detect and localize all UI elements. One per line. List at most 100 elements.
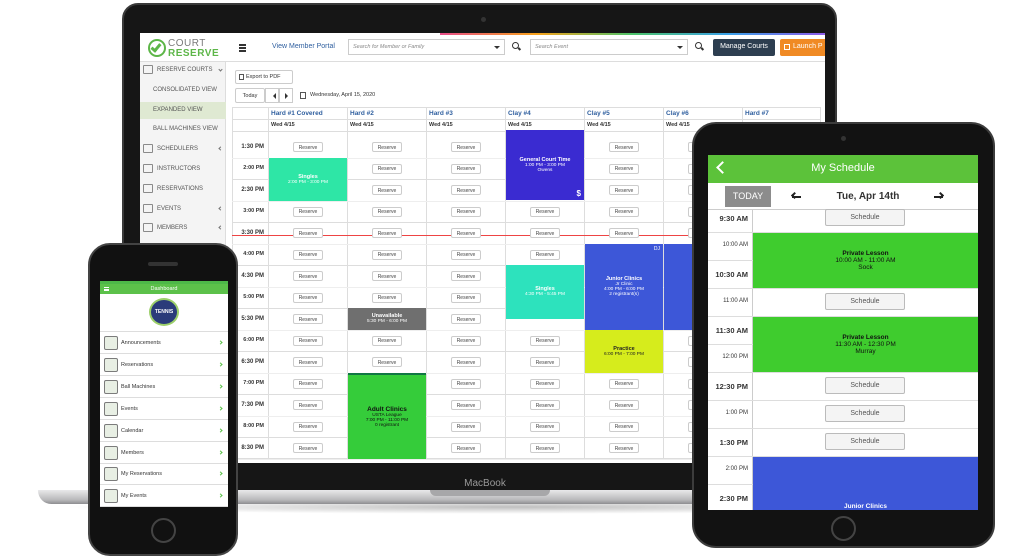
reserve-button[interactable]: Reserve (451, 443, 481, 453)
menu-row[interactable] (100, 463, 228, 486)
menu-row[interactable] (100, 485, 228, 507)
event-block[interactable]: Private Lesson 11:30 AM - 12:30 PM Murray (753, 317, 978, 372)
member-search[interactable]: Search for Member or Family (348, 39, 505, 55)
schedule-button[interactable]: Schedule (825, 433, 905, 450)
reserve-button[interactable]: Reserve (293, 228, 323, 238)
reserve-button[interactable]: Reserve (530, 228, 560, 238)
menu-row[interactable] (100, 442, 228, 464)
reserve-button[interactable]: Reserve (609, 185, 639, 195)
schedule-button[interactable]: Schedule (825, 377, 905, 394)
reserve-button[interactable]: Reserve (372, 335, 402, 346)
reserve-button[interactable]: Reserve (372, 228, 402, 238)
event-block[interactable]: Adult Clinics USTA League 7:00 PM - 11:00 … (348, 372, 426, 459)
today-button[interactable]: Today (235, 88, 265, 103)
reserve-button[interactable]: Reserve (530, 206, 560, 217)
reserve-button[interactable]: Reserve (451, 142, 481, 152)
today-button[interactable]: TODAY (725, 186, 771, 207)
reserve-button[interactable]: Reserve (451, 228, 481, 238)
reserve-button[interactable]: Reserve (372, 142, 402, 152)
menu-icon[interactable] (104, 290, 109, 292)
reserve-button[interactable]: Reserve (293, 443, 323, 453)
event-block[interactable]: General Court Time 1:00 PM - 3:00 PM Owens… (506, 129, 584, 201)
export-button[interactable]: Export to PDF (235, 70, 293, 84)
menu-icon[interactable] (239, 50, 246, 52)
reserve-button[interactable]: Reserve (451, 185, 481, 195)
tablet-home-button[interactable] (831, 516, 856, 541)
menu-icon[interactable] (239, 44, 246, 46)
reserve-button[interactable]: Reserve (451, 292, 481, 303)
reserve-button[interactable]: Reserve (530, 335, 560, 346)
schedule-button[interactable]: Schedule (825, 405, 905, 422)
reserve-button[interactable]: Reserve (372, 357, 402, 367)
event-block[interactable]: Private Lesson 10:00 AM - 11:00 AM Sock (753, 233, 978, 288)
reserve-button[interactable]: Reserve (293, 314, 323, 324)
reserve-button[interactable]: Reserve (451, 314, 481, 324)
reserve-button[interactable]: Reserve (451, 378, 481, 389)
event-block[interactable]: Singles 2:00 PM - 3:00 PM (269, 157, 347, 201)
reserve-button[interactable]: Reserve (530, 421, 560, 432)
event-block[interactable]: Junior Clinics Jr Clinic 4:00 PM - 6:00 PM… (585, 243, 663, 330)
menu-row[interactable] (100, 354, 228, 376)
menu-row[interactable] (100, 420, 228, 442)
reserve-button[interactable]: Reserve (293, 400, 323, 410)
manage-courts-button[interactable]: Manage Courts (713, 39, 775, 56)
search-icon[interactable] (512, 42, 519, 49)
menu-icon[interactable] (104, 287, 109, 288)
reserve-button[interactable]: Reserve (293, 206, 323, 217)
menu-row[interactable] (100, 398, 228, 420)
reserve-button[interactable]: Reserve (451, 400, 481, 410)
event-block[interactable]: Junior Clinics (753, 457, 978, 510)
reserve-button[interactable]: Reserve (609, 163, 639, 174)
reserve-button[interactable]: Reserve (609, 421, 639, 432)
reserve-button[interactable]: Reserve (293, 292, 323, 303)
reserve-button[interactable]: Reserve (293, 142, 323, 152)
menu-icon[interactable] (239, 47, 246, 49)
menu-row[interactable] (100, 332, 228, 354)
search-icon[interactable] (695, 42, 702, 49)
nav-arrow-button[interactable] (279, 88, 293, 103)
event-search[interactable]: Search Event (530, 39, 688, 55)
event-block[interactable]: Unavailable 5:30 PM - 6:00 PM (348, 308, 426, 330)
reserve-button[interactable]: Reserve (293, 357, 323, 367)
launch-button[interactable]: Launch P (780, 39, 825, 56)
event-block[interactable]: Practice 6:00 PM - 7:00 PM (585, 329, 663, 373)
reserve-button[interactable]: Reserve (609, 378, 639, 389)
reserve-button[interactable]: Reserve (293, 271, 323, 281)
reserve-button[interactable]: Reserve (609, 142, 639, 152)
reserve-button[interactable]: Reserve (451, 163, 481, 174)
reserve-button[interactable]: Reserve (372, 271, 402, 281)
reserve-button[interactable]: Reserve (293, 421, 323, 432)
reserve-button[interactable]: Reserve (451, 421, 481, 432)
reserve-button[interactable]: Reserve (372, 249, 402, 260)
reserve-button[interactable]: Reserve (372, 185, 402, 195)
reserve-button[interactable]: Reserve (293, 249, 323, 260)
nav-arrow[interactable] (792, 196, 801, 198)
reserve-button[interactable]: Reserve (530, 400, 560, 410)
phone-home-button[interactable] (151, 518, 176, 543)
reserve-button[interactable]: Reserve (451, 335, 481, 346)
menu-row[interactable] (100, 376, 228, 398)
member-portal-link[interactable]: View Member Portal (272, 43, 335, 50)
reserve-button[interactable]: Reserve (451, 357, 481, 367)
reserve-button[interactable]: Reserve (451, 249, 481, 260)
reserve-button[interactable]: Reserve (609, 400, 639, 410)
menu-icon[interactable] (104, 288, 109, 290)
reserve-button[interactable]: Reserve (609, 206, 639, 217)
reserve-button[interactable]: Reserve (609, 443, 639, 453)
reserve-button[interactable]: Reserve (372, 206, 402, 217)
reserve-button[interactable]: Reserve (530, 443, 560, 453)
reserve-button[interactable]: Reserve (530, 357, 560, 367)
reserve-button[interactable]: Reserve (451, 206, 481, 217)
reserve-button[interactable]: Reserve (293, 335, 323, 346)
reserve-button[interactable]: Reserve (530, 378, 560, 389)
nav-arrow[interactable] (934, 196, 943, 198)
reserve-button[interactable]: Reserve (293, 378, 323, 389)
reserve-button[interactable]: Reserve (372, 292, 402, 303)
sidebar-item[interactable] (140, 101, 226, 119)
schedule-button[interactable]: Schedule (825, 293, 905, 310)
reserve-button[interactable]: Reserve (530, 249, 560, 260)
reserve-button[interactable]: Reserve (451, 271, 481, 281)
nav-arrow-button[interactable] (265, 88, 279, 103)
schedule-button[interactable]: Schedule (825, 209, 905, 226)
event-block[interactable]: Singles 4:30 PM - 5:45 PM (506, 265, 584, 319)
